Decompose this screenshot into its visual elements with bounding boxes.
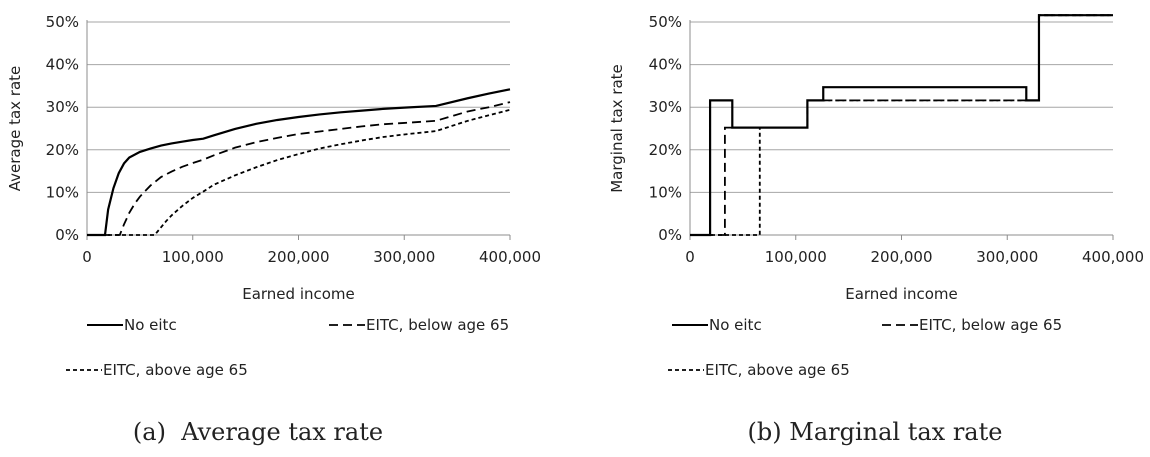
average-y-tick-label: 0% <box>55 226 79 244</box>
marginal-x-axis-label: Earned income <box>845 285 958 303</box>
marginal-caption: (b) Marginal tax rate <box>748 418 1003 446</box>
average-caption: (a) Average tax rate <box>133 418 383 446</box>
average-x-tick-label: 400,000 <box>479 248 541 266</box>
marginal-y-tick-label: 10% <box>649 183 682 201</box>
average-x-tick-label: 0 <box>82 248 92 266</box>
average-series-no-eitc <box>87 88 511 237</box>
average-series-eitc-below-65 <box>87 101 511 236</box>
marginal-legend-label: No eitc <box>709 316 762 334</box>
average-legend-label: No eitc <box>124 316 177 334</box>
average-series-eitc-above-65 <box>87 108 511 236</box>
marginal-series-eitc-below-65 <box>690 14 1113 236</box>
average-y-axis-label: Average tax rate <box>6 66 24 192</box>
marginal-y-tick-label: 50% <box>649 13 682 31</box>
average-x-tick-label: 200,000 <box>267 248 329 266</box>
marginal-chart: 0% 10% 20% 30% 40% 50% 0 100,000 200,000 300,000 4… <box>608 13 1144 446</box>
average-x-tick-label: 100,000 <box>162 248 224 266</box>
marginal-series-eitc-above-65 <box>690 14 1113 236</box>
average-chart: 0% 10% 20% 30% 40% 50% 0 100,000 200,000 300,000 4… <box>6 13 541 446</box>
average-y-tick-label: 30% <box>46 98 79 116</box>
marginal-x-tick-label: 300,000 <box>976 248 1038 266</box>
marginal-legend-label: EITC, below age 65 <box>919 316 1062 334</box>
marginal-y-tick-label: 30% <box>649 98 682 116</box>
average-legend-label: EITC, below age 65 <box>366 316 509 334</box>
average-x-axis-label: Earned income <box>242 285 355 303</box>
average-y-tick-label: 20% <box>46 141 79 159</box>
average-y-tick-label: 50% <box>46 13 79 31</box>
marginal-y-tick-label: 40% <box>649 56 682 74</box>
average-y-tick-label: 40% <box>46 56 79 74</box>
average-y-tick-label: 10% <box>46 183 79 201</box>
marginal-x-tick-label: 400,000 <box>1082 248 1144 266</box>
marginal-x-tick-label: 200,000 <box>870 248 932 266</box>
average-x-tick-label: 300,000 <box>373 248 435 266</box>
marginal-series-no-eitc <box>690 14 1113 237</box>
marginal-x-tick-label: 0 <box>685 248 695 266</box>
marginal-x-tick-label: 100,000 <box>765 248 827 266</box>
average-legend-label: EITC, above age 65 <box>103 361 248 379</box>
marginal-y-tick-label: 0% <box>658 226 682 244</box>
marginal-y-axis-label: Marginal tax rate <box>608 64 626 193</box>
marginal-legend-label: EITC, above age 65 <box>705 361 850 379</box>
marginal-y-tick-label: 20% <box>649 141 682 159</box>
